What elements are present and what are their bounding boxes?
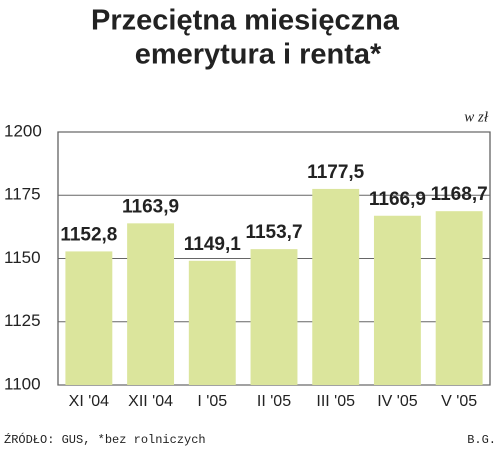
bar xyxy=(65,251,113,385)
unit-label: w zł xyxy=(464,109,489,125)
bar xyxy=(250,249,298,385)
x-tick-label: III '05 xyxy=(316,393,355,410)
value-label: 1166,9 xyxy=(369,189,426,210)
x-tick-label: XII '04 xyxy=(128,393,173,410)
x-tick-label: XI '04 xyxy=(69,393,110,410)
bar xyxy=(312,188,360,385)
source: ŹRÓDŁO: GUS, *bez rolniczych xyxy=(4,432,206,447)
chart-title: Przeciętna miesięczna xyxy=(91,5,400,37)
bar xyxy=(435,211,483,385)
value-label: 1153,7 xyxy=(245,222,302,243)
value-label: 1163,9 xyxy=(122,196,179,217)
x-tick-label: V '05 xyxy=(441,393,477,410)
value-label: 1168,7 xyxy=(431,184,488,205)
bar xyxy=(373,215,421,385)
y-tick-label: 1100 xyxy=(4,374,41,393)
chart-title: emerytura i renta* xyxy=(135,39,382,71)
x-tick-label: I '05 xyxy=(197,393,227,410)
y-tick-label: 1125 xyxy=(4,311,41,330)
bar xyxy=(188,260,236,385)
value-label: 1177,5 xyxy=(307,162,364,183)
credit: B.G. xyxy=(467,433,496,447)
y-tick-label: 1200 xyxy=(4,121,42,140)
y-tick-label: 1175 xyxy=(4,185,41,204)
x-tick-label: IV '05 xyxy=(377,393,418,410)
bar xyxy=(127,223,175,385)
value-label: 1149,1 xyxy=(184,234,241,255)
y-tick-label: 1150 xyxy=(4,248,41,267)
value-label: 1152,8 xyxy=(60,224,117,245)
x-tick-label: II '05 xyxy=(257,393,291,410)
